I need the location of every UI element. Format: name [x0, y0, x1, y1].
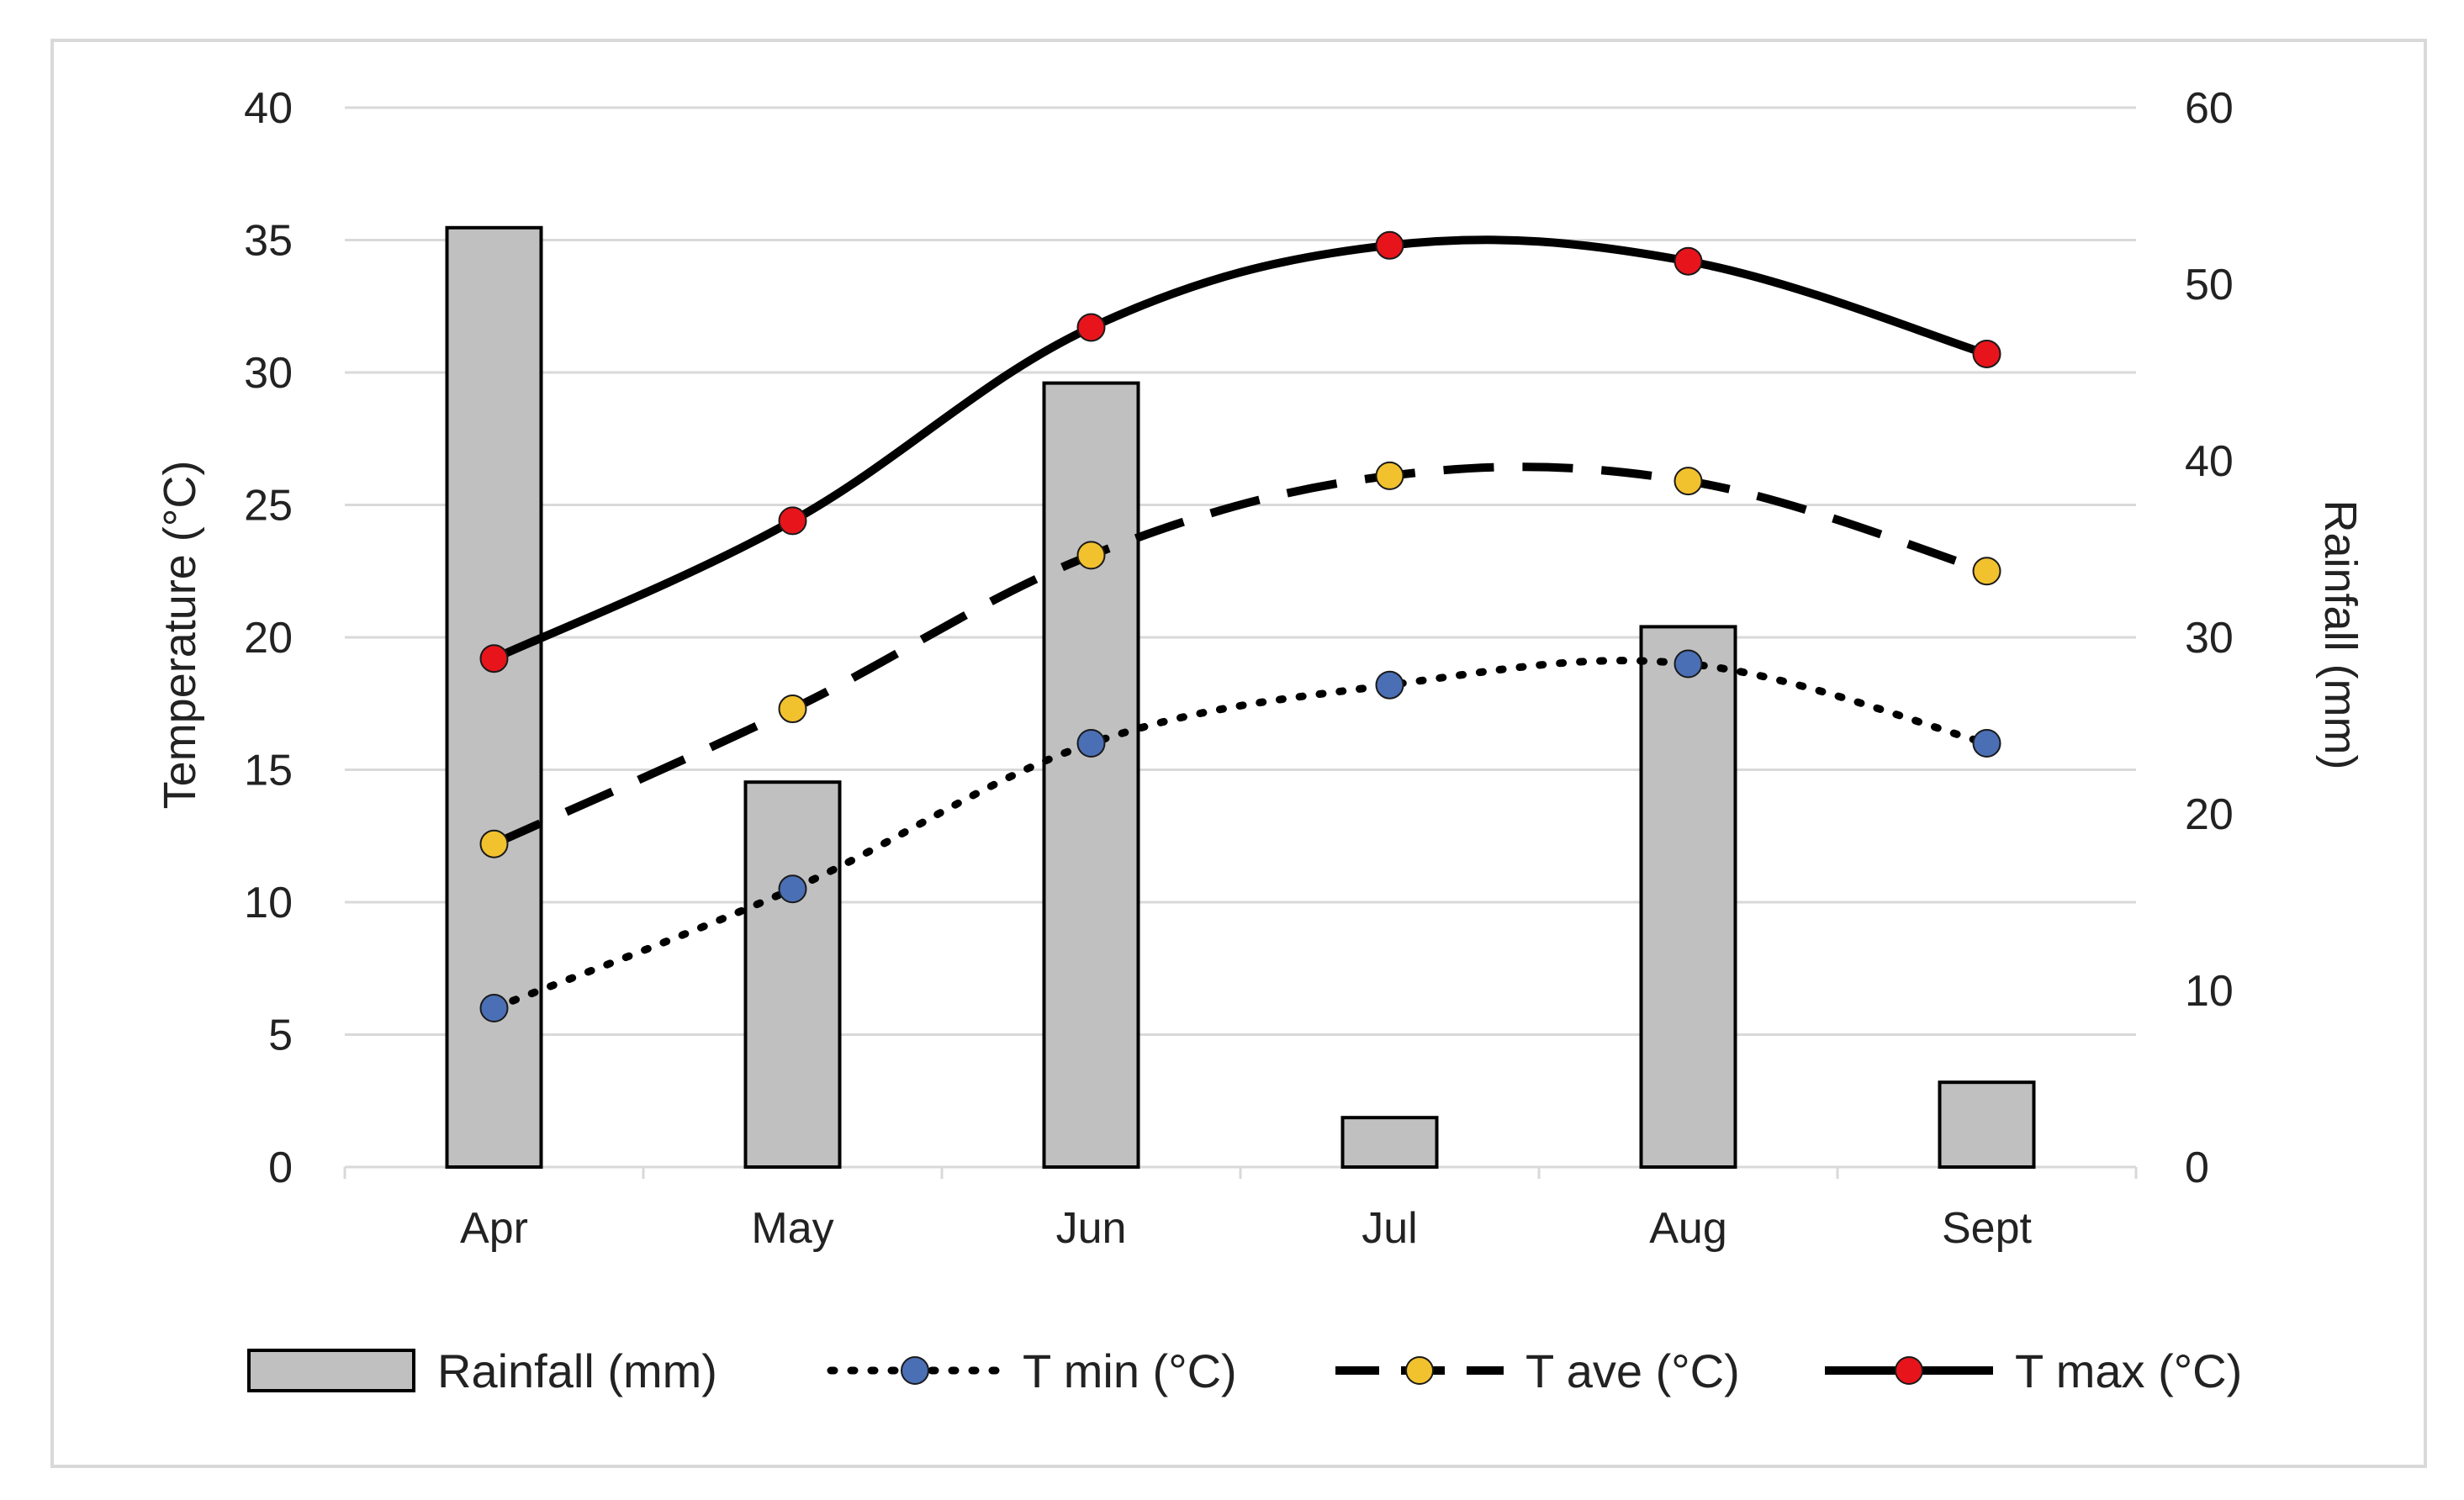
- rainfall-bar: [1938, 1080, 2036, 1169]
- left-axis-title: Temperature (°C): [155, 461, 205, 810]
- left-tick-label: 25: [244, 482, 293, 531]
- t-max-marker: [1972, 339, 2001, 368]
- legend: Rainfall (mm) T min (°C) T ave (°C) T max (…: [247, 1344, 2242, 1397]
- left-axis-ticks: 0 5 10 15 20 25 30 35 40: [244, 84, 293, 1192]
- t-min-marker: [1375, 670, 1404, 700]
- t-ave-marker: [778, 695, 807, 724]
- left-tick-label: 15: [244, 747, 293, 795]
- legend-t-min-label: T min (°C): [1023, 1344, 1237, 1397]
- temperature-lines: [479, 230, 2001, 1022]
- right-tick-label: 50: [2185, 261, 2234, 309]
- rainfall-bar: [1340, 1116, 1439, 1169]
- t-min-marker: [1076, 729, 1106, 758]
- category-label: Jul: [1362, 1204, 1417, 1253]
- t-min-marker: [778, 874, 807, 904]
- right-axis-title: Rainfall (mm): [2315, 499, 2366, 769]
- t-ave-marker: [1972, 557, 2001, 586]
- t-min-marker: [1972, 729, 2001, 758]
- left-tick-label: 20: [244, 614, 293, 663]
- category-label: Aug: [1649, 1204, 1727, 1253]
- t-max-line: [492, 235, 1988, 663]
- right-tick-label: 30: [2185, 614, 2234, 663]
- left-tick-label: 40: [244, 84, 293, 133]
- right-tick-label: 40: [2185, 437, 2234, 486]
- rainfall-bars: [445, 225, 2036, 1170]
- left-tick-label: 0: [268, 1143, 293, 1192]
- rainfall-bar: [1042, 381, 1140, 1170]
- right-tick-label: 10: [2185, 967, 2234, 1016]
- t-max-marker: [479, 644, 509, 673]
- rainfall-bar: [743, 780, 842, 1169]
- legend-t-max-label: T max (°C): [2015, 1344, 2242, 1397]
- category-label: Sept: [1942, 1204, 2033, 1253]
- left-tick-label: 30: [244, 349, 293, 398]
- category-labels: Apr May Jun Jul Aug Sept: [460, 1204, 2032, 1253]
- t-max-marker: [1375, 230, 1404, 260]
- legend-t-ave-label: T ave (°C): [1525, 1344, 1740, 1397]
- t-max-marker: [1076, 313, 1106, 342]
- t-ave-marker: [1375, 461, 1404, 490]
- category-label: Apr: [460, 1204, 528, 1253]
- t-ave-marker: [1674, 467, 1703, 496]
- rainfall-bar: [445, 225, 543, 1169]
- right-tick-label: 60: [2185, 84, 2234, 133]
- left-tick-label: 10: [244, 879, 293, 927]
- legend-t-max-marker: [1895, 1356, 1923, 1385]
- t-max-marker: [1674, 246, 1703, 276]
- legend-t-min-marker: [901, 1356, 929, 1385]
- t-ave-line: [492, 462, 1988, 848]
- left-tick-label: 35: [244, 217, 293, 266]
- legend-rainfall-label: Rainfall (mm): [437, 1344, 717, 1397]
- legend-rainfall-swatch: [247, 1349, 415, 1392]
- t-min-marker: [1674, 649, 1703, 679]
- category-label: May: [751, 1204, 833, 1253]
- right-tick-label: 0: [2185, 1143, 2209, 1192]
- t-ave-marker: [479, 829, 509, 858]
- category-label: Jun: [1056, 1204, 1127, 1253]
- t-max-marker: [778, 506, 807, 536]
- legend-t-ave-marker: [1405, 1356, 1434, 1385]
- left-tick-label: 5: [268, 1011, 293, 1060]
- rainfall-bar: [1639, 625, 1737, 1169]
- t-ave-marker: [1076, 541, 1106, 570]
- t-min-marker: [479, 994, 509, 1022]
- right-axis-ticks: 0 10 20 30 40 50 60: [2185, 84, 2234, 1192]
- right-tick-label: 20: [2185, 790, 2234, 839]
- t-min-line: [490, 657, 1991, 1012]
